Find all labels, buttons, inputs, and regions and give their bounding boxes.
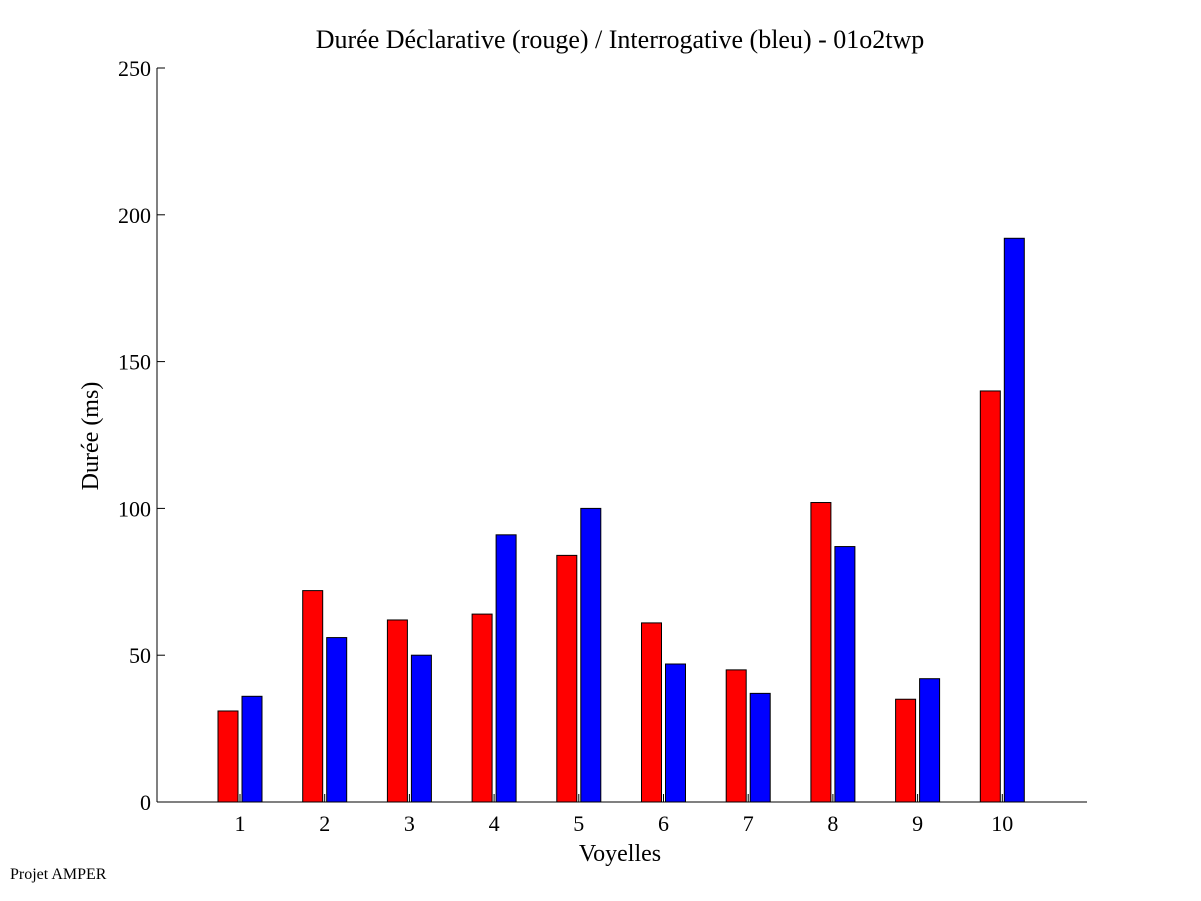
bars-group: [217, 237, 1025, 803]
bar-declarative-5: [556, 554, 578, 803]
bar-interrogative-8: [834, 546, 856, 803]
bar-declarative-4: [471, 613, 493, 803]
y-tick-label: 0: [140, 790, 151, 815]
bar-interrogative-7: [749, 692, 771, 803]
bar-interrogative-3: [410, 654, 432, 803]
y-tick-label: 100: [118, 496, 151, 521]
y-tick-label: 250: [118, 56, 151, 81]
bar-declarative-7: [725, 669, 747, 803]
x-tick-label: 2: [319, 811, 330, 836]
x-tick-label: 1: [235, 811, 246, 836]
x-ticks: 1 2 3 4 5 6 7 8 9 10: [235, 794, 1013, 836]
x-tick-label: 4: [489, 811, 500, 836]
x-tick-label: 6: [658, 811, 669, 836]
x-axis-label: Voyelles: [579, 841, 661, 867]
x-tick-label: 8: [827, 811, 838, 836]
bar-interrogative-1: [241, 695, 263, 803]
bar-interrogative-5: [580, 507, 602, 803]
chart-title: Durée Déclarative (rouge) / Interrogativ…: [316, 25, 925, 54]
bar-declarative-3: [386, 619, 408, 803]
x-tick-label: 3: [404, 811, 415, 836]
bar-declarative-1: [217, 710, 239, 803]
bar-interrogative-6: [665, 663, 686, 803]
bar-declarative-9: [895, 698, 917, 803]
bar-interrogative-2: [326, 637, 348, 803]
x-tick-label: 9: [912, 811, 923, 836]
bar-declarative-10: [979, 390, 1001, 803]
bar-declarative-2: [302, 590, 324, 803]
bar-interrogative-10: [1003, 237, 1025, 803]
footer-credit: Projet AMPER: [10, 866, 107, 883]
y-tick-label: 150: [118, 350, 151, 375]
y-tick-label: 200: [118, 203, 151, 228]
y-tick-label: 50: [129, 643, 151, 668]
x-tick-label: 10: [991, 811, 1013, 836]
x-tick-label: 5: [573, 811, 584, 836]
bar-interrogative-4: [495, 534, 517, 803]
bar-interrogative-9: [919, 678, 941, 803]
x-tick-label: 7: [743, 811, 754, 836]
y-ticks: 0 50 100 150 200 250: [118, 56, 165, 815]
bar-declarative-6: [641, 622, 662, 803]
bar-declarative-8: [810, 502, 832, 803]
y-axis-label: Durée (ms): [78, 382, 104, 491]
